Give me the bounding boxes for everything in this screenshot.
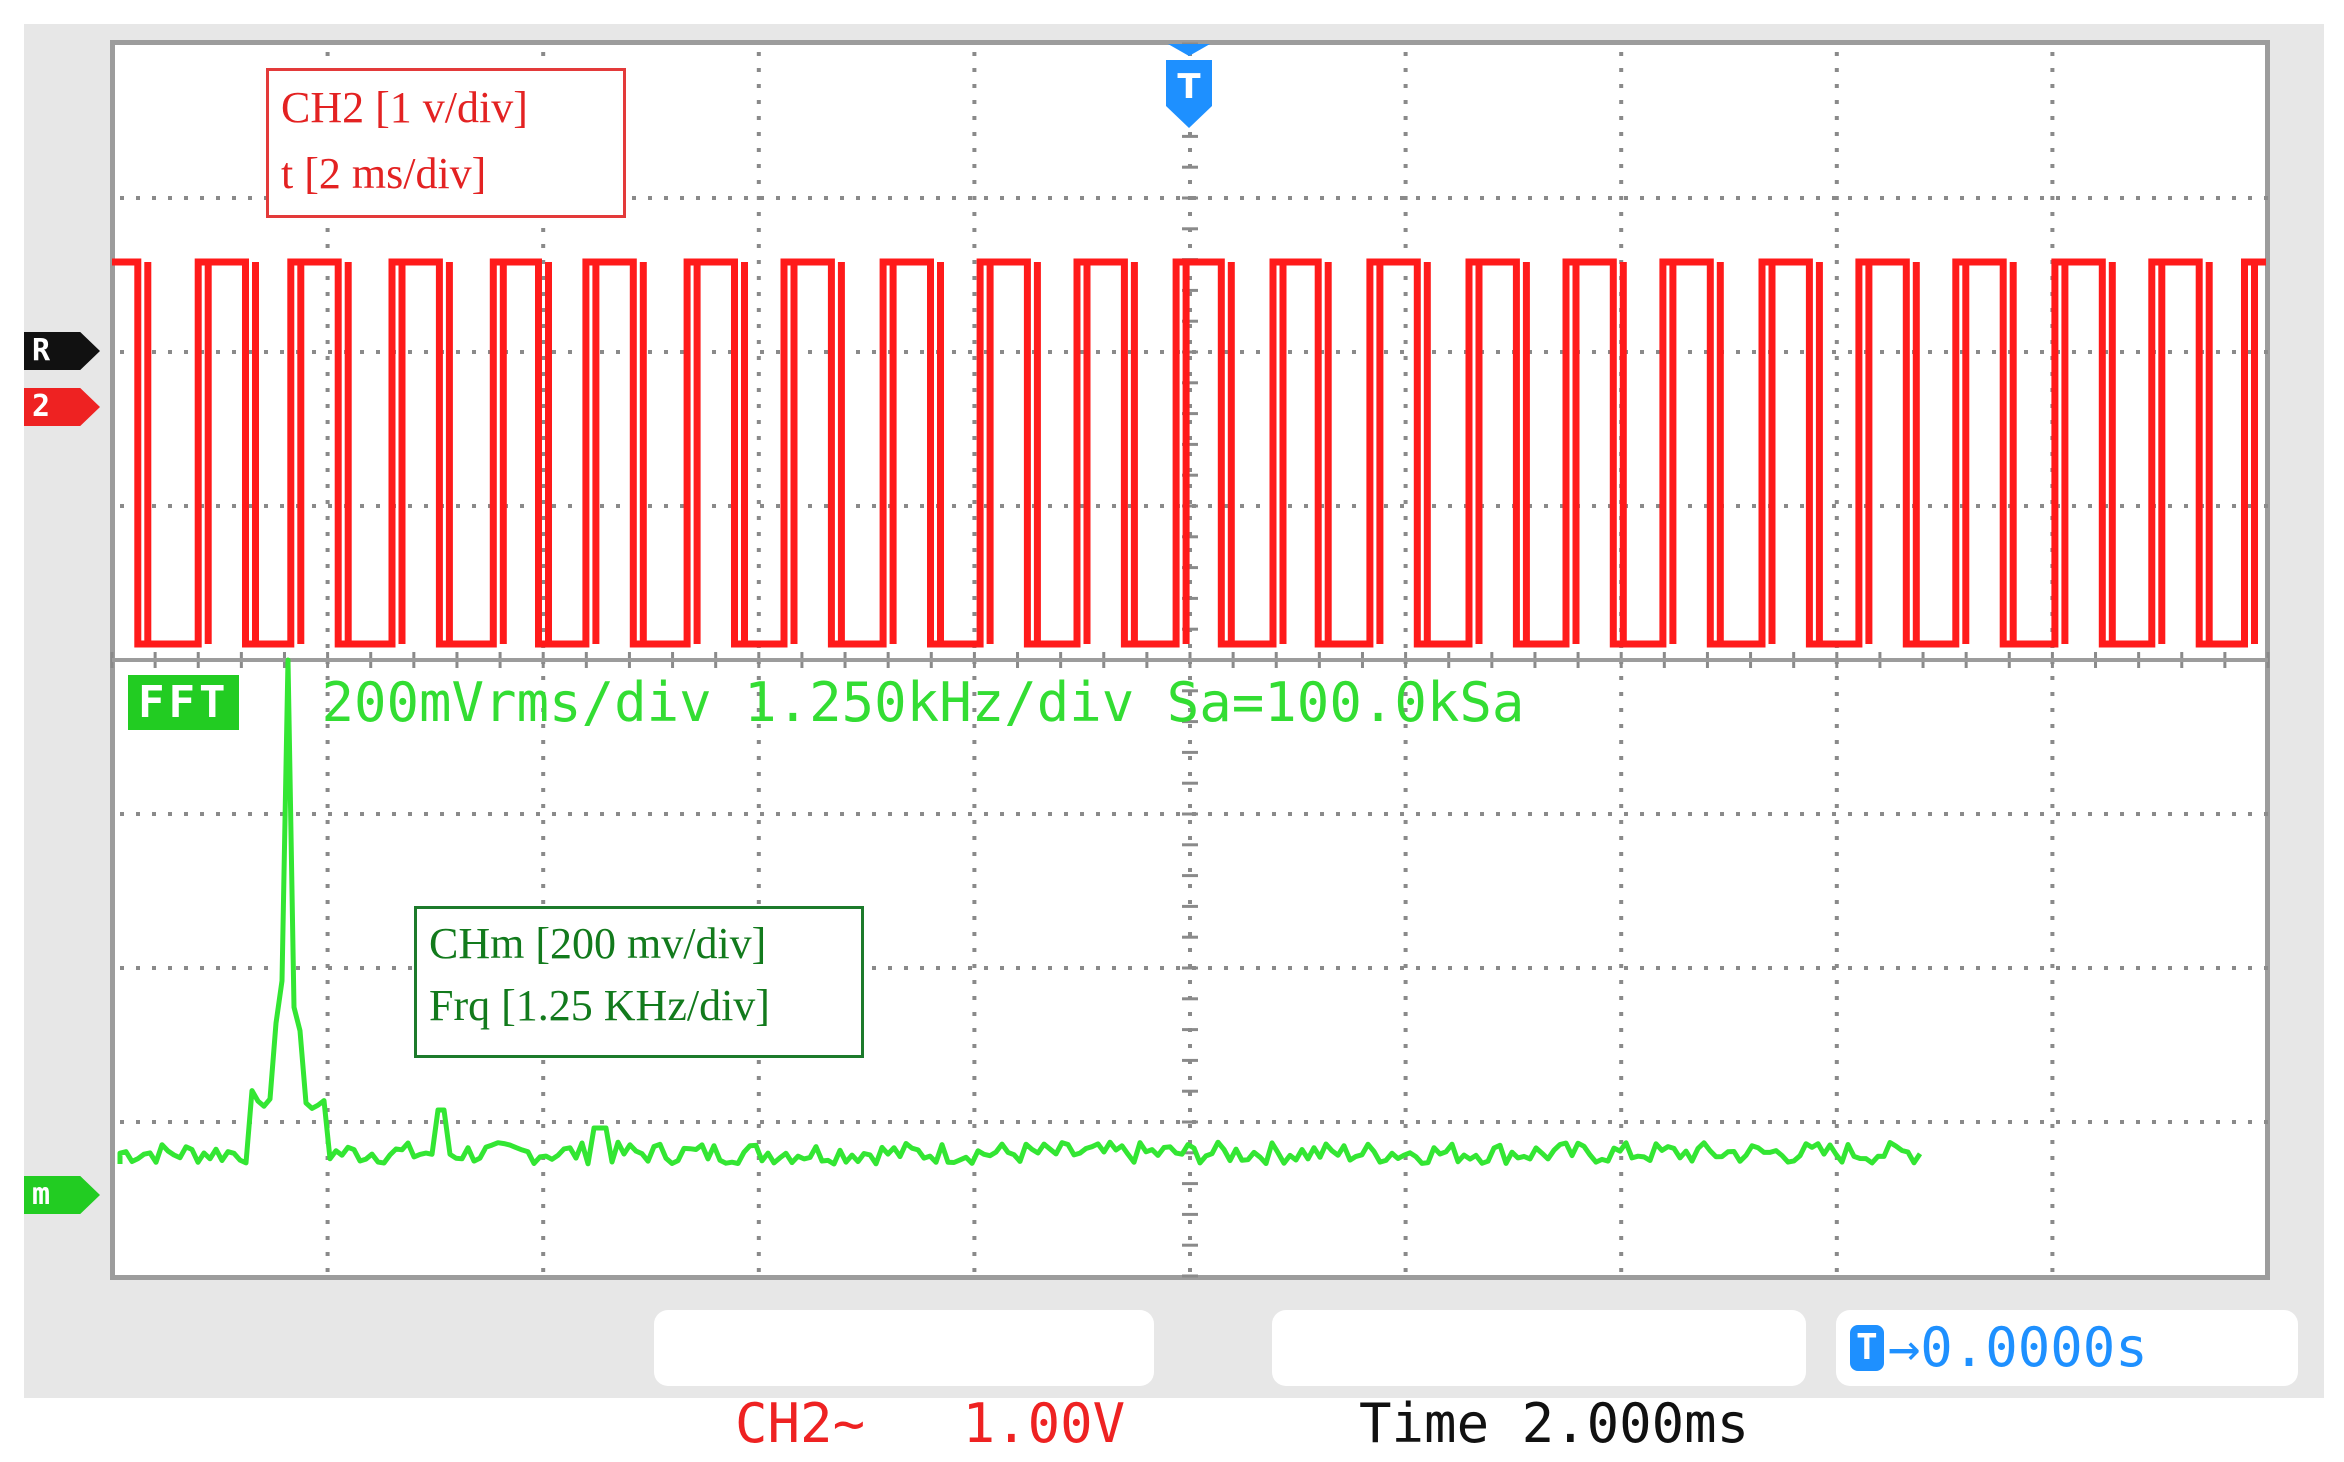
ch2-scale-readout[interactable]: CH2~ 1.00V — [654, 1310, 1154, 1455]
trigger-position-marker-icon[interactable]: T — [1162, 44, 1216, 130]
ch2-volts-per-div: CH2 [1 v/div] — [281, 83, 528, 132]
trigger-chip-icon: T — [1850, 1325, 1884, 1371]
timebase-label: Time — [1359, 1392, 1490, 1455]
trigger-offset-value: →0.0000s — [1887, 1316, 2148, 1379]
trigger-offset-readout[interactable]: T →0.0000s — [1836, 1310, 2298, 1386]
ch2-coupling-label: CH2~ — [735, 1392, 866, 1455]
ch2-volts-value: 1.00V — [962, 1392, 1126, 1455]
timebase-value: 2.000ms — [1521, 1392, 1750, 1455]
time-per-div: t [2 ms/div] — [281, 149, 487, 198]
fft-header: FFT 200mVrms/div 1.250kHz/div Sa=100.0kS… — [128, 670, 1525, 734]
fft-badge: FFT — [128, 674, 240, 730]
math-scale-annotation: CHm [200 mv/div] Frq [1.25 KHz/div] — [414, 906, 864, 1058]
fft-settings-text: 200mVrms/div 1.250kHz/div Sa=100.0kSa — [321, 670, 1525, 734]
timebase-readout[interactable]: Time 2.000ms — [1272, 1310, 1806, 1455]
waveform-display — [110, 42, 2270, 1278]
math-volts-per-div: CHm [200 mv/div] — [429, 919, 767, 968]
ch2-square-wave-trace — [112, 258, 2266, 648]
ch2-scale-annotation: CH2 [1 v/div] t [2 ms/div] — [266, 68, 626, 218]
trigger-marker-label: T — [1177, 67, 1201, 107]
fft-spectrum-trace — [117, 657, 1923, 1167]
freq-per-div: Frq [1.25 KHz/div] — [429, 981, 770, 1030]
